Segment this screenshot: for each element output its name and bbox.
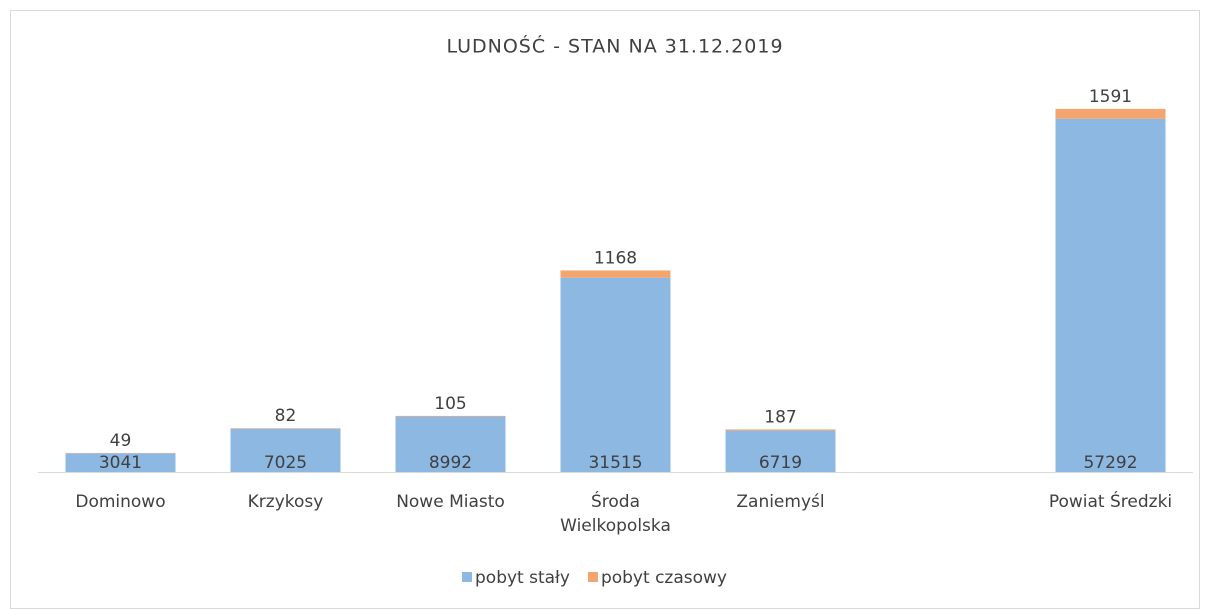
data-label: 1168 — [594, 248, 637, 268]
data-label: 7025 — [264, 453, 307, 473]
data-label: 8992 — [429, 453, 472, 473]
data-label: 49 — [110, 431, 132, 451]
data-label: 1591 — [1089, 87, 1132, 107]
bar-segment — [560, 270, 671, 278]
bar-segment — [725, 429, 836, 431]
bar-segment — [65, 453, 176, 472]
x-tick-label: Środa Wielkopolska — [560, 492, 671, 536]
bar-segment — [230, 428, 341, 472]
bar-segment — [395, 416, 506, 472]
data-label: 6719 — [759, 453, 802, 473]
data-label: 3041 — [99, 453, 142, 473]
x-tick-label: Zaniemyśl — [736, 492, 825, 512]
bar-segment — [230, 428, 341, 429]
x-tick-label: Powiat Średzki — [1048, 492, 1173, 512]
legend-label: pobyt stały — [475, 568, 570, 588]
bar-segment — [1055, 118, 1166, 472]
legend-swatch — [587, 572, 598, 582]
data-label: 82 — [275, 406, 297, 426]
x-tick-label: Krzykosy — [247, 492, 324, 512]
data-label: 31515 — [588, 453, 642, 473]
x-tick-label: Dominowo — [75, 492, 166, 512]
chart-title: LUDNOŚĆ - STAN NA 31.12.2019 — [446, 34, 783, 58]
bar-segment — [1055, 108, 1166, 119]
legend-label: pobyt czasowy — [601, 568, 727, 588]
legend-swatch — [462, 572, 472, 582]
x-tick-label: Nowe Miasto — [396, 492, 505, 512]
data-label: 187 — [764, 407, 796, 427]
bar-segment — [560, 277, 671, 472]
bar-segment — [395, 415, 506, 417]
data-label: 105 — [434, 394, 466, 414]
data-label: 57292 — [1083, 453, 1137, 473]
bar-segment — [725, 430, 836, 472]
